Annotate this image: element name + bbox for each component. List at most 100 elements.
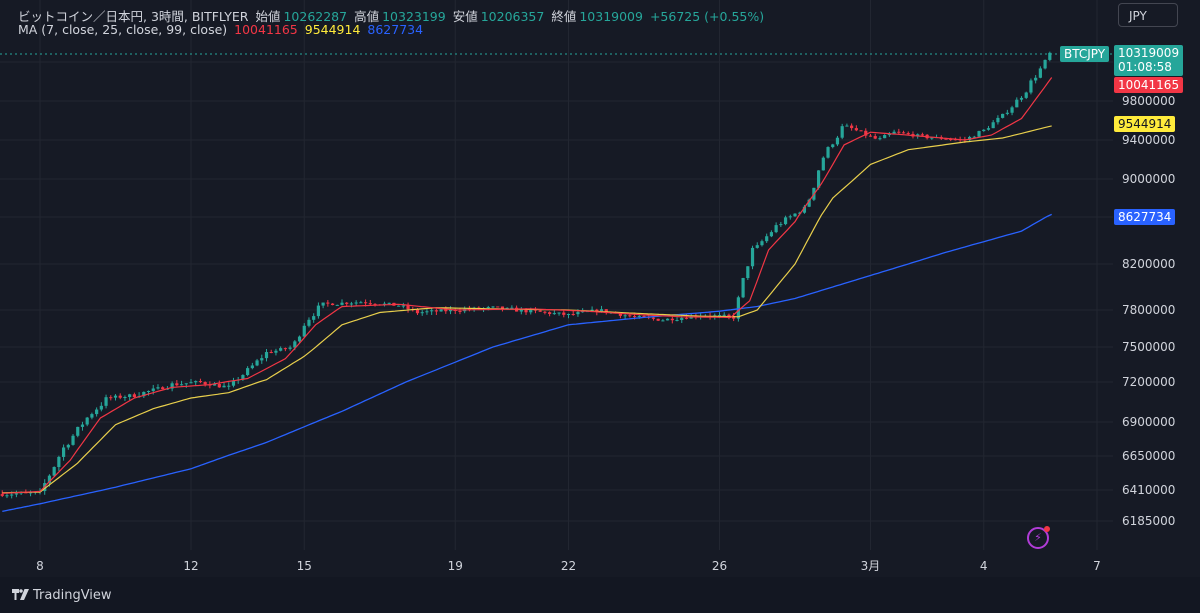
candle-body: [99, 405, 103, 410]
candle-body: [397, 305, 401, 307]
candle-body: [170, 383, 174, 389]
candle-body: [194, 381, 198, 383]
change-value: +56725 (+0.55%): [649, 9, 765, 24]
candles: [0, 51, 1052, 499]
ma25-tag: 9544914: [1114, 116, 1176, 132]
candle-body: [670, 318, 674, 321]
ma99-value: 8627734: [367, 22, 424, 37]
candle-body: [345, 302, 349, 304]
candle-body: [651, 317, 656, 319]
symbol-tag: BTCJPY: [1060, 46, 1110, 62]
open-label: 始値: [255, 9, 281, 24]
candle-body: [986, 128, 991, 130]
candle-body: [571, 313, 575, 315]
candle-body: [1034, 77, 1038, 81]
price-tick-label: 8200000: [1122, 257, 1175, 271]
candle-body: [47, 475, 52, 484]
candle-body: [623, 315, 627, 317]
time-tick-label: 4: [980, 559, 988, 573]
tradingview-logo-icon: [12, 589, 29, 600]
header-ma[interactable]: MA (7, close, 25, close, 99, close) 1004…: [18, 22, 426, 37]
candle-body: [1019, 97, 1024, 100]
candle-body: [406, 305, 410, 310]
candle-body: [661, 320, 665, 322]
symbol-title: ビットコイン／日本円, 3時間, BITFLYER: [18, 9, 249, 24]
candle-body: [807, 199, 811, 207]
candle-body: [543, 311, 547, 313]
candle-body: [821, 157, 825, 171]
candle-body: [727, 314, 731, 317]
candle-body: [90, 414, 94, 418]
candle-body: [500, 306, 505, 309]
candle-body: [566, 313, 571, 315]
candle-body: [873, 136, 877, 139]
candle-body: [66, 444, 70, 448]
candle-body: [189, 382, 193, 384]
footer: TradingView: [0, 577, 1200, 613]
candle-body: [736, 297, 740, 319]
candle-body: [774, 225, 778, 233]
candle-body: [741, 277, 745, 298]
candle-body: [656, 318, 660, 321]
lightning-icon[interactable]: ⚡: [1027, 526, 1050, 549]
candle-body: [85, 417, 89, 425]
time-axis: 8 12 15 19 22 26 3月 4 7: [36, 559, 1101, 573]
tradingview-logo[interactable]: TradingView: [12, 588, 112, 603]
candle-body: [850, 125, 854, 129]
candle-body: [632, 316, 637, 318]
low-value: 10206357: [480, 9, 545, 24]
candle-body: [557, 312, 561, 314]
candle-body: [868, 135, 873, 137]
candle-body: [57, 456, 61, 468]
candle-body: [241, 375, 245, 380]
candle-body: [151, 388, 155, 391]
candle-body: [864, 130, 868, 136]
price-tick-label: 7500000: [1122, 340, 1175, 354]
candle-body: [297, 336, 302, 342]
candle-body: [505, 307, 509, 309]
candle-body: [274, 350, 278, 353]
candle-body: [859, 130, 863, 132]
candle-body: [878, 138, 882, 140]
candle-body: [1038, 68, 1042, 78]
ma99-line: [2, 213, 1052, 513]
candle-body: [793, 213, 797, 217]
candle-body: [665, 318, 670, 321]
candle-body: [760, 241, 764, 246]
candle-body: [486, 307, 490, 309]
grid: [0, 0, 1113, 550]
ma-label[interactable]: MA (7, close, 25, close, 99, close): [18, 22, 228, 37]
candle-body: [826, 147, 830, 158]
candle-body: [529, 309, 533, 313]
candle-body: [996, 117, 1000, 123]
candle-body: [1024, 92, 1028, 98]
candle-body: [80, 424, 85, 427]
candle-body: [415, 309, 420, 314]
close-price-tag-value: 10319009: [1118, 46, 1180, 60]
time-tick-label: 22: [561, 559, 576, 573]
candle-body: [104, 397, 108, 406]
candle-body: [217, 384, 221, 388]
time-tick-label: 26: [712, 559, 727, 573]
time-tick-label: 7: [1093, 559, 1101, 573]
candle-body: [1010, 107, 1014, 113]
candle-body: [788, 216, 792, 218]
time-tick-label: 3月: [861, 559, 881, 573]
candle-body: [901, 132, 906, 134]
candle-body: [279, 348, 283, 351]
candle-body: [765, 236, 769, 242]
candle-body: [684, 317, 689, 319]
candle-body: [977, 131, 981, 137]
candle-body: [779, 224, 783, 226]
currency-button[interactable]: JPY: [1118, 3, 1178, 27]
candle-body: [854, 128, 858, 131]
brand-label: TradingView: [33, 588, 112, 603]
candle-body: [519, 309, 523, 312]
candle-body: [354, 302, 358, 304]
candle-body: [203, 382, 207, 385]
candle-body: [458, 311, 462, 313]
candle-body: [10, 494, 14, 496]
price-tick-label: 9400000: [1122, 133, 1175, 147]
candle-body: [538, 310, 542, 312]
